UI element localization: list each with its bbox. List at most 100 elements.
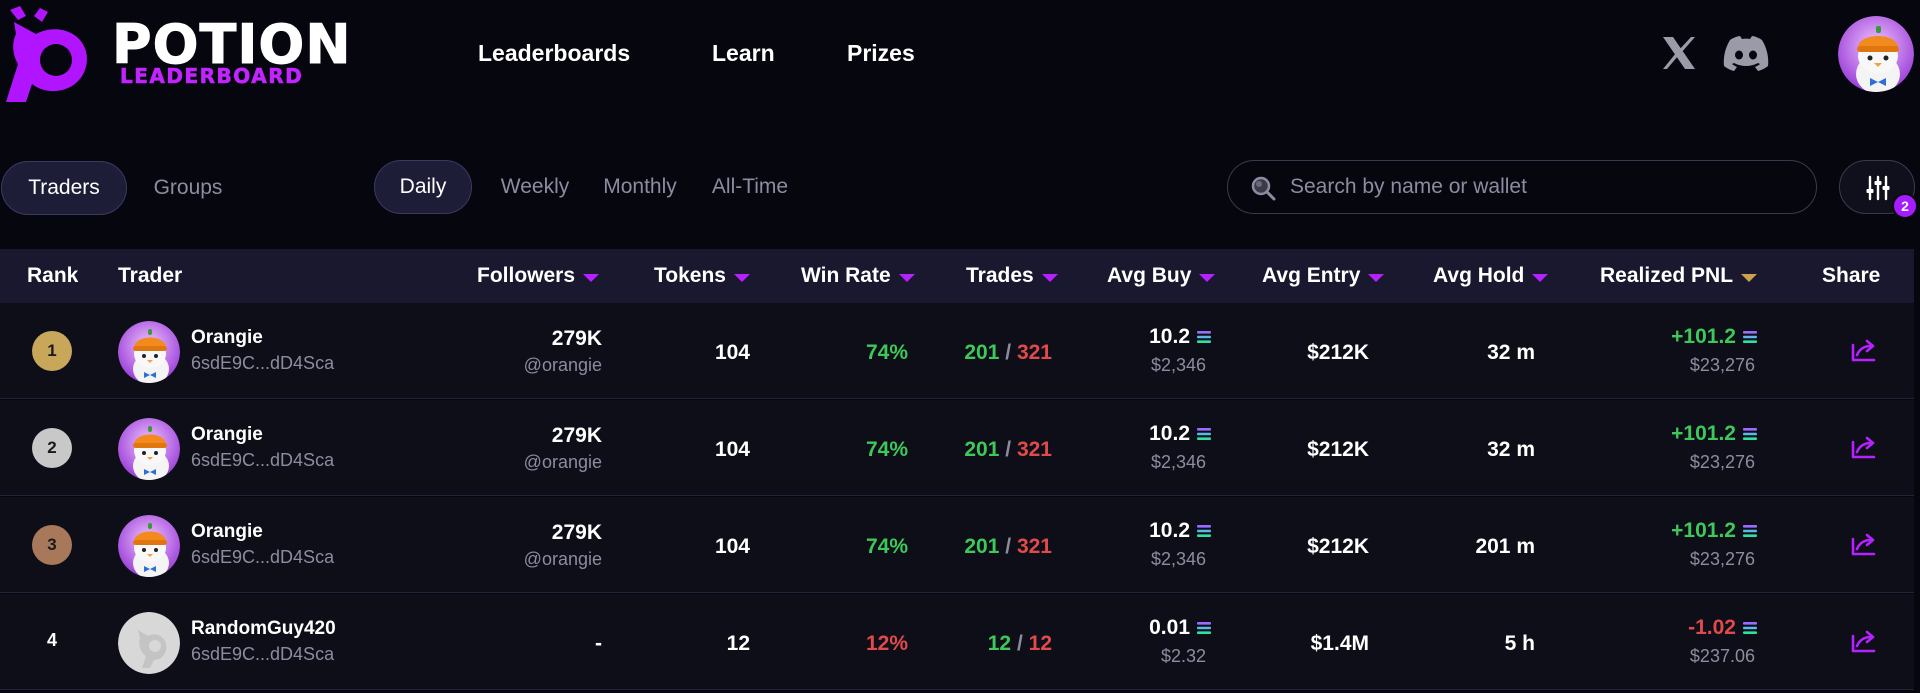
trader-handle[interactable]: @orangie	[523, 549, 602, 569]
potion-logo[interactable]: POTION LEADERBOARD	[0, 0, 370, 104]
trader-wallet[interactable]: 6sdE9C...dD4Sca	[191, 644, 335, 664]
followers-count: -	[595, 632, 602, 655]
table-row[interactable]: 2 Orangie 6sdE9C...dD4Sca 279K @orangie …	[0, 400, 1914, 496]
period-all-time[interactable]: All-Time	[711, 175, 789, 198]
avatar-penguin-icon	[1838, 16, 1914, 92]
avg-entry: $1.4M	[1310, 632, 1369, 655]
share-icon[interactable]	[1850, 628, 1878, 654]
pnl-sol: -1.02	[1688, 616, 1736, 639]
win-rate: 74%	[865, 535, 908, 558]
avg-buy-usd: $2.32	[1160, 646, 1206, 666]
trades-separator: /	[1005, 438, 1012, 461]
avg-entry: $212K	[1307, 535, 1369, 558]
trader-avatar[interactable]	[118, 418, 180, 480]
solana-icon	[1743, 428, 1757, 441]
avg-buy-usd: $2,346	[1150, 549, 1206, 569]
trades-wins: 201	[964, 535, 1000, 558]
search-input[interactable]	[1290, 169, 1790, 205]
trades-losses: 321	[1016, 535, 1052, 558]
trader-name[interactable]: RandomGuy420	[191, 618, 336, 639]
win-rate: 74%	[865, 341, 908, 364]
solana-icon	[1197, 331, 1211, 344]
followers-count: 279K	[551, 327, 602, 350]
rank-medal: 1	[32, 331, 72, 371]
pnl-sol: +101.2	[1671, 325, 1736, 348]
trader-avatar[interactable]	[118, 321, 180, 383]
nav-leaderboards[interactable]: Leaderboards	[478, 40, 631, 66]
trader-avatar[interactable]	[118, 612, 180, 674]
realized-pnl: +101.2	[1671, 325, 1758, 349]
toggle-groups[interactable]: Groups	[153, 176, 223, 199]
trader-wallet[interactable]: 6sdE9C...dD4Sca	[191, 547, 335, 567]
sort-caret-icon	[1368, 274, 1385, 282]
trader-name[interactable]: Orangie	[191, 521, 263, 542]
avg-entry: $212K	[1307, 341, 1369, 364]
table-row[interactable]: 1 Orangie 6sdE9C...dD4Sca 279K @orangie …	[0, 303, 1914, 399]
followers-count: 279K	[551, 521, 602, 544]
filters-button[interactable]: 2	[1839, 160, 1918, 219]
header-tokens[interactable]: Tokens	[654, 264, 750, 288]
period-daily[interactable]: Daily	[374, 160, 472, 214]
rank-medal: 3	[32, 525, 72, 565]
avg-buy-sol: 10.2	[1149, 519, 1190, 542]
period-monthly[interactable]: Monthly	[603, 175, 677, 198]
x-logo-icon[interactable]	[1660, 34, 1698, 72]
avg-buy-sol: 10.2	[1149, 325, 1190, 348]
nav-learn[interactable]: Learn	[712, 40, 775, 66]
table-row[interactable]: 3 Orangie 6sdE9C...dD4Sca 279K @orangie …	[0, 497, 1914, 593]
win-rate: 74%	[865, 438, 908, 461]
logo-title: POTION	[112, 13, 352, 76]
trader-handle[interactable]: @orangie	[523, 355, 602, 375]
potion-flask-icon	[6, 6, 87, 102]
sliders-icon	[1866, 175, 1890, 201]
trader-avatar[interactable]	[118, 515, 180, 577]
trades-count: 201 / 321	[964, 535, 1052, 559]
header-followers[interactable]: Followers	[477, 264, 600, 288]
period-weekly[interactable]: Weekly	[500, 175, 570, 198]
solana-icon	[1197, 428, 1211, 441]
pnl-usd: $237.06	[1689, 646, 1755, 666]
header-rank: Rank	[27, 264, 79, 287]
search-icon	[1251, 176, 1276, 201]
realized-pnl: -1.02	[1688, 616, 1758, 640]
user-avatar[interactable]	[1838, 16, 1914, 92]
avg-buy-usd: $2,346	[1150, 452, 1206, 472]
toggle-traders[interactable]: Traders	[1, 161, 127, 215]
share-icon[interactable]	[1850, 337, 1878, 363]
rank-medal: 2	[32, 428, 72, 468]
header-avg-buy[interactable]: Avg Buy	[1107, 264, 1216, 288]
share-icon[interactable]	[1850, 531, 1878, 557]
tokens-count: 12	[726, 632, 750, 655]
header-trades[interactable]: Trades	[966, 264, 1058, 288]
realized-pnl: +101.2	[1671, 422, 1758, 446]
header-win-rate[interactable]: Win Rate	[801, 264, 915, 288]
trader-handle[interactable]: @orangie	[523, 452, 602, 472]
solana-icon	[1743, 622, 1757, 635]
discord-logo-icon[interactable]	[1722, 34, 1770, 72]
trades-count: 12 / 12	[988, 632, 1052, 656]
nav-prizes[interactable]: Prizes	[847, 40, 915, 66]
header-share: Share	[1822, 264, 1881, 287]
tokens-count: 104	[714, 438, 750, 461]
sort-caret-icon	[733, 274, 750, 282]
header-trader: Trader	[118, 264, 183, 287]
avg-buy-sol: 0.01	[1149, 616, 1190, 639]
trader-wallet[interactable]: 6sdE9C...dD4Sca	[191, 353, 335, 373]
share-icon[interactable]	[1850, 434, 1878, 460]
avg-hold: 5 h	[1504, 632, 1535, 655]
header-avg-hold[interactable]: Avg Hold	[1433, 264, 1549, 288]
leaderboard-table: Rank Trader Followers Tokens Win Rate Tr…	[0, 249, 1914, 693]
header-realized-pnl[interactable]: Realized PNL	[1600, 264, 1758, 288]
trader-name[interactable]: Orangie	[191, 327, 263, 348]
sort-caret-icon	[583, 274, 600, 282]
header-avg-entry[interactable]: Avg Entry	[1262, 264, 1385, 288]
avg-hold: 32 m	[1487, 438, 1535, 461]
trades-separator: /	[1005, 341, 1012, 364]
solana-icon	[1743, 331, 1757, 344]
trades-separator: /	[1016, 632, 1023, 655]
trader-wallet[interactable]: 6sdE9C...dD4Sca	[191, 450, 335, 470]
table-row[interactable]: 4 RandomGuy420 6sdE9C...dD4Sca - 12 12% …	[0, 594, 1914, 690]
trader-name[interactable]: Orangie	[191, 424, 263, 445]
pnl-usd: $23,276	[1689, 452, 1755, 472]
logo-subtitle: LEADERBOARD	[120, 64, 304, 88]
